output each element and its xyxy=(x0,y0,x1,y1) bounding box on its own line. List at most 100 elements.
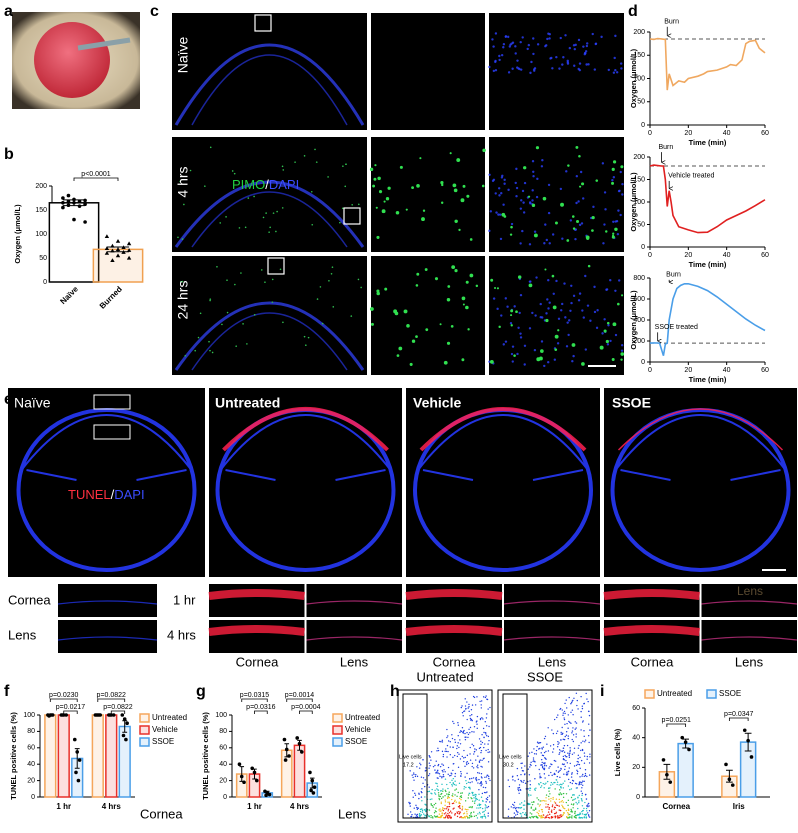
tissue-band xyxy=(208,625,305,636)
event-dot xyxy=(450,772,452,774)
stain-dot xyxy=(411,186,414,190)
y-tick-label: 100 xyxy=(35,231,47,238)
stain-dot xyxy=(446,298,451,302)
nucleus xyxy=(518,67,521,71)
event-dot xyxy=(544,735,547,738)
y-tick-label: 0 xyxy=(641,244,645,251)
nucleus xyxy=(620,343,624,347)
stain-dot xyxy=(184,355,187,357)
event-dot xyxy=(584,801,586,804)
event-dot xyxy=(571,730,574,732)
event-dot xyxy=(585,692,587,695)
data-point xyxy=(668,780,673,784)
x-tick-label: 4 hrs xyxy=(290,802,310,811)
event-dot xyxy=(543,765,546,767)
event-dot xyxy=(484,817,487,819)
event-dot xyxy=(411,813,413,816)
tissue-band xyxy=(306,636,403,641)
event-dot xyxy=(418,812,421,815)
event-dot xyxy=(583,780,585,783)
event-dot xyxy=(565,759,567,762)
event-dot xyxy=(513,812,516,814)
event-dot xyxy=(560,815,563,817)
event-dot xyxy=(563,710,566,713)
event-dot xyxy=(562,807,565,809)
event-dot xyxy=(464,815,466,818)
event-dot xyxy=(482,786,485,788)
iris-outline xyxy=(422,469,584,481)
event-dot xyxy=(414,813,416,815)
event-dot xyxy=(545,794,548,796)
event-dot xyxy=(441,750,444,753)
event-dot xyxy=(449,810,452,812)
data-point xyxy=(83,198,87,203)
event-dot xyxy=(514,807,517,810)
event-dot xyxy=(550,800,552,802)
event-dot xyxy=(438,798,441,801)
stain-dot xyxy=(398,346,403,351)
nucleus xyxy=(570,301,573,305)
event-dot xyxy=(570,816,572,818)
event-dot xyxy=(562,755,565,758)
event-dot xyxy=(470,815,472,817)
stain-dot xyxy=(612,234,615,237)
stain-dot xyxy=(466,194,470,198)
event-dot xyxy=(518,784,521,786)
significance-bracket xyxy=(286,698,313,702)
event-dot xyxy=(562,787,565,789)
event-dot xyxy=(465,808,468,811)
nucleus xyxy=(563,282,566,285)
row-label: 4 hrs xyxy=(175,166,191,197)
event-dot xyxy=(578,814,580,816)
event-dot xyxy=(447,810,449,812)
event-dot xyxy=(412,796,414,798)
micrograph xyxy=(172,13,367,130)
event-dot xyxy=(516,806,518,809)
nucleus xyxy=(573,64,576,67)
event-dot xyxy=(460,773,462,775)
event-dot xyxy=(428,786,430,788)
data-point xyxy=(749,755,754,759)
event-dot xyxy=(409,805,411,807)
event-dot xyxy=(567,808,570,810)
tissue-band xyxy=(701,636,798,641)
micrograph xyxy=(371,13,485,130)
event-dot xyxy=(516,813,519,816)
y-tick-label: 100 xyxy=(215,712,227,719)
event-dot xyxy=(542,746,545,748)
panel-label: a xyxy=(4,3,13,20)
significance-bracket xyxy=(73,177,119,181)
event-dot xyxy=(481,817,483,819)
stain-dot xyxy=(454,219,458,224)
event-dot xyxy=(430,816,432,819)
x-tick-label: 20 xyxy=(684,367,692,374)
event-dot xyxy=(420,791,423,793)
event-dot xyxy=(461,805,464,808)
event-dot xyxy=(457,766,460,769)
event-dot xyxy=(585,807,588,810)
event-dot xyxy=(457,735,459,737)
event-dot xyxy=(413,779,415,781)
stain-dot xyxy=(345,163,347,165)
event-dot xyxy=(459,816,461,819)
event-dot xyxy=(452,793,454,795)
x-tick-label: 40 xyxy=(723,367,731,374)
event-dot xyxy=(441,741,444,743)
event-dot xyxy=(444,804,446,807)
stain-dot xyxy=(294,161,296,163)
event-dot xyxy=(463,757,465,759)
event-dot xyxy=(514,814,517,816)
stain-dot xyxy=(462,184,466,188)
nucleus xyxy=(507,71,511,74)
event-dot xyxy=(581,748,584,751)
nucleus xyxy=(504,297,507,300)
annotation: SSOE treated xyxy=(655,324,698,331)
legend-swatch xyxy=(139,713,150,723)
event-dot xyxy=(554,806,557,809)
stain-dot xyxy=(581,362,585,366)
nucleus xyxy=(584,50,588,53)
event-dot xyxy=(581,781,583,784)
tissue-label: Cornea xyxy=(433,654,476,669)
stain-dot xyxy=(272,212,275,214)
stain-dot xyxy=(344,185,347,188)
